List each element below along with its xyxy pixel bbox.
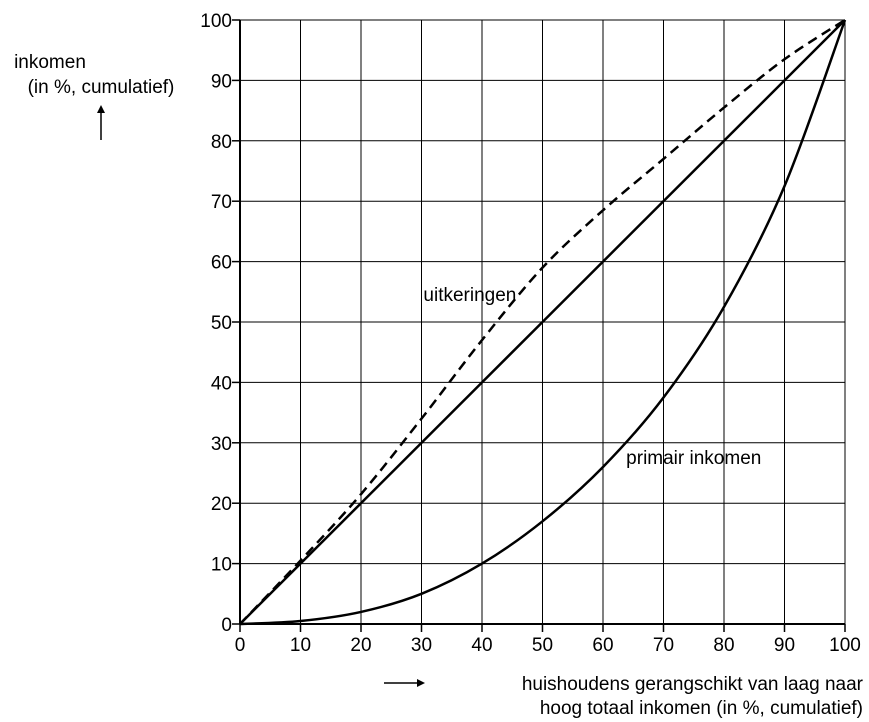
axes (232, 19, 846, 632)
y-tick-label-6: 60 (211, 253, 232, 274)
y-tick-label-1: 10 (211, 555, 232, 576)
primair-inkomen-line (239, 19, 847, 626)
x-tick-label-8: 80 (713, 635, 734, 656)
y-tick-label-9: 90 (211, 71, 232, 92)
x-tick-label-0: 0 (235, 635, 246, 656)
x-tick-label-1: 10 (290, 635, 311, 656)
x-tick-label-10: 100 (829, 635, 861, 656)
y-axis-arrow-icon (97, 105, 105, 140)
tick-labels: 0 10 20 30 40 50 60 70 80 90 100 0 10 20 30 40 50 60 70 80 9… (200, 11, 861, 656)
x-axis-label-line1: huishoudens gerangschikt van laag naar (522, 674, 864, 695)
y-tick-label-3: 30 (211, 434, 232, 455)
series-lines (239, 18, 847, 626)
x-tick-label-5: 50 (532, 635, 553, 656)
y-tick-label-5: 50 (211, 313, 232, 334)
x-axis-arrow-icon (384, 679, 425, 687)
x-tick-label-6: 60 (592, 635, 613, 656)
annotation-uitkeringen: uitkeringen (423, 285, 516, 306)
x-tick-label-4: 40 (471, 635, 492, 656)
x-axis-label-line2: hoog totaal inkomen (in %, cumulatief) (540, 698, 863, 719)
annotation-primair-inkomen: primair inkomen (626, 448, 761, 469)
y-tick-label-7: 70 (211, 192, 232, 213)
y-tick-label-2: 20 (211, 494, 232, 515)
y-tick-label-8: 80 (211, 132, 232, 153)
uitkeringen-line (239, 18, 846, 625)
x-tick-label-3: 30 (411, 635, 432, 656)
y-tick-label-0: 0 (221, 615, 232, 636)
annotations: uitkeringen primair inkomen (423, 285, 761, 469)
y-tick-label-10: 100 (200, 11, 232, 32)
x-tick-label-9: 90 (774, 635, 795, 656)
y-axis-label-line1: inkomen (14, 52, 86, 73)
x-tick-label-2: 20 (350, 635, 371, 656)
equality-line (239, 19, 846, 625)
x-tick-label-7: 70 (653, 635, 674, 656)
y-axis-label-line2: (in %, cumulatief) (28, 77, 175, 98)
y-tick-label-4: 40 (211, 373, 232, 394)
